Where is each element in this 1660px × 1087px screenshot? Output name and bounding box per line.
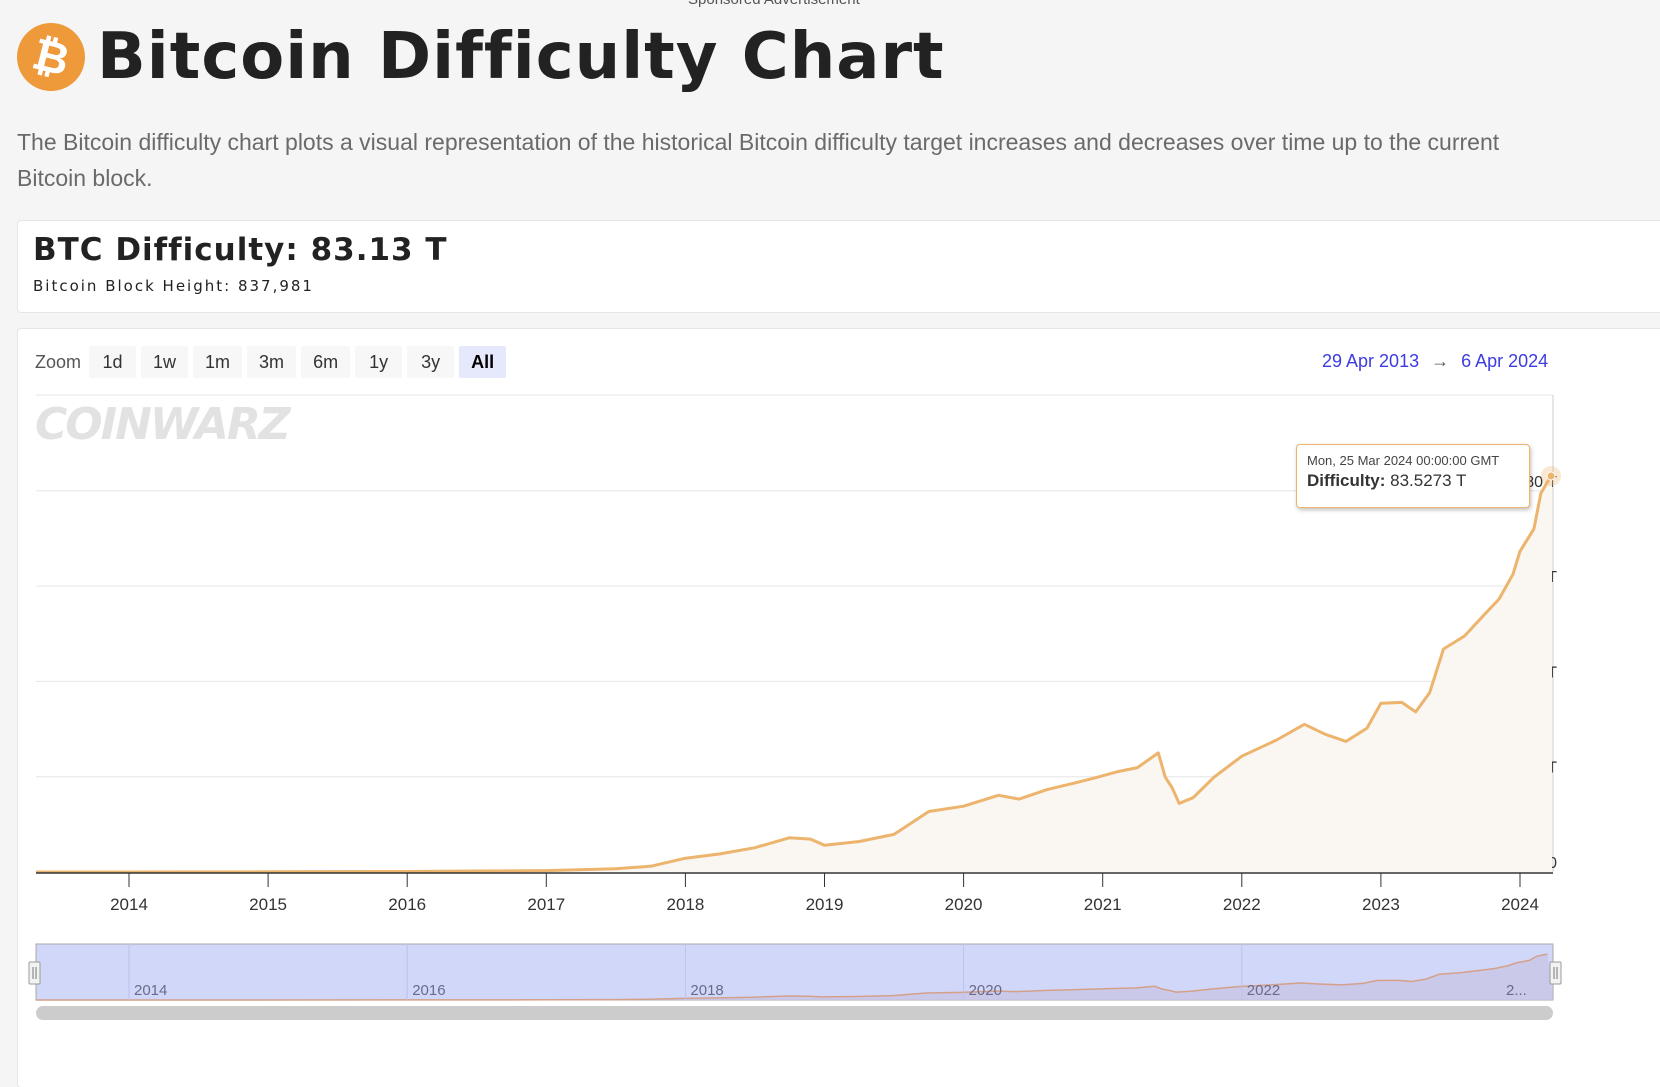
difficulty-stat-card: BTC Difficulty: 83.13 T Bitcoin Block He…	[17, 220, 1660, 313]
x-tick-label: 2021	[1084, 895, 1122, 914]
tooltip-value: Difficulty: 83.5273 T	[1307, 471, 1519, 491]
difficulty-area-chart[interactable]: 020 T40 T60 T80 T20142015201620172018201…	[18, 329, 1660, 1087]
navigator-tick-label: 2...	[1506, 982, 1527, 999]
x-tick-label: 2024	[1501, 895, 1539, 914]
zoom-3y-button[interactable]: 3y	[407, 346, 455, 378]
range-to[interactable]: 6 Apr 2024	[1461, 351, 1549, 371]
zoom-all-button[interactable]: All	[459, 346, 507, 378]
y-tick-label: 0	[1548, 855, 1557, 872]
x-tick-label: 2016	[388, 895, 426, 914]
area-fill	[36, 474, 1552, 872]
difficulty-chart-card: Zoom 1d 1w 1m 3m 6m 1y 3y All 29 Apr 201…	[17, 328, 1660, 1087]
navigator-tick-label: 2020	[969, 982, 1002, 999]
zoom-6m-button[interactable]: 6m	[301, 346, 351, 378]
zoom-1w-button[interactable]: 1w	[141, 346, 189, 378]
coinwarz-watermark: COINWARZ	[35, 399, 291, 450]
zoom-3m-button[interactable]: 3m	[247, 346, 297, 378]
tooltip-label: Difficulty:	[1307, 471, 1386, 490]
x-tick-label: 2017	[527, 895, 565, 914]
navigator-tick-label: 2016	[412, 982, 445, 999]
navigator-area	[36, 954, 1553, 1000]
difficulty-line[interactable]	[36, 473, 1554, 874]
hover-point[interactable]	[1546, 471, 1556, 481]
zoom-label: Zoom	[35, 351, 82, 372]
navigator-right-handle[interactable]	[1549, 961, 1562, 985]
zoom-1y-button[interactable]: 1y	[355, 346, 403, 378]
x-tick-label: 2019	[806, 895, 844, 914]
range-from[interactable]: 29 Apr 2013	[1322, 351, 1420, 371]
sponsored-label: Sponsored Advertisement	[688, 0, 860, 8]
chart-tooltip: Mon, 25 Mar 2024 00:00:00 GMT Difficulty…	[1296, 444, 1530, 508]
tooltip-date: Mon, 25 Mar 2024 00:00:00 GMT	[1307, 453, 1500, 468]
navigator-left-handle[interactable]	[28, 961, 41, 985]
zoom-1d-button[interactable]: 1d	[89, 346, 137, 378]
page-description: The Bitcoin difficulty chart plots a vis…	[17, 129, 1500, 191]
tooltip-number: 83.5273 T	[1390, 471, 1467, 490]
x-tick-label: 2014	[110, 895, 148, 914]
x-tick-label: 2018	[666, 895, 704, 914]
navigator-line	[36, 953, 1548, 1001]
navigator-tick-label: 2018	[690, 982, 723, 999]
date-range: 29 Apr 2013 → 6 Apr 2024	[1322, 351, 1548, 372]
zoom-1m-button[interactable]: 1m	[193, 346, 243, 378]
x-tick-label: 2022	[1223, 895, 1261, 914]
difficulty-value: BTC Difficulty: 83.13 T	[33, 232, 448, 268]
navigator-scrollbar[interactable]	[36, 1006, 1553, 1020]
navigator-tick-label: 2022	[1247, 982, 1280, 999]
bitcoin-icon: ₿	[9, 15, 93, 99]
navigator-tick-label: 2014	[134, 982, 167, 999]
page-title: Bitcoin Difficulty Chart	[97, 20, 945, 94]
x-tick-label: 2015	[249, 895, 287, 914]
x-tick-label: 2020	[945, 895, 983, 914]
x-tick-label: 2023	[1362, 895, 1400, 914]
zoom-controls: Zoom 1d 1w 1m 3m 6m 1y 3y All	[35, 346, 511, 378]
arrow-right-icon: →	[1431, 351, 1450, 371]
block-height: Bitcoin Block Height: 837,981	[33, 277, 314, 295]
page-header: ₿ Bitcoin Difficulty Chart	[9, 15, 945, 99]
